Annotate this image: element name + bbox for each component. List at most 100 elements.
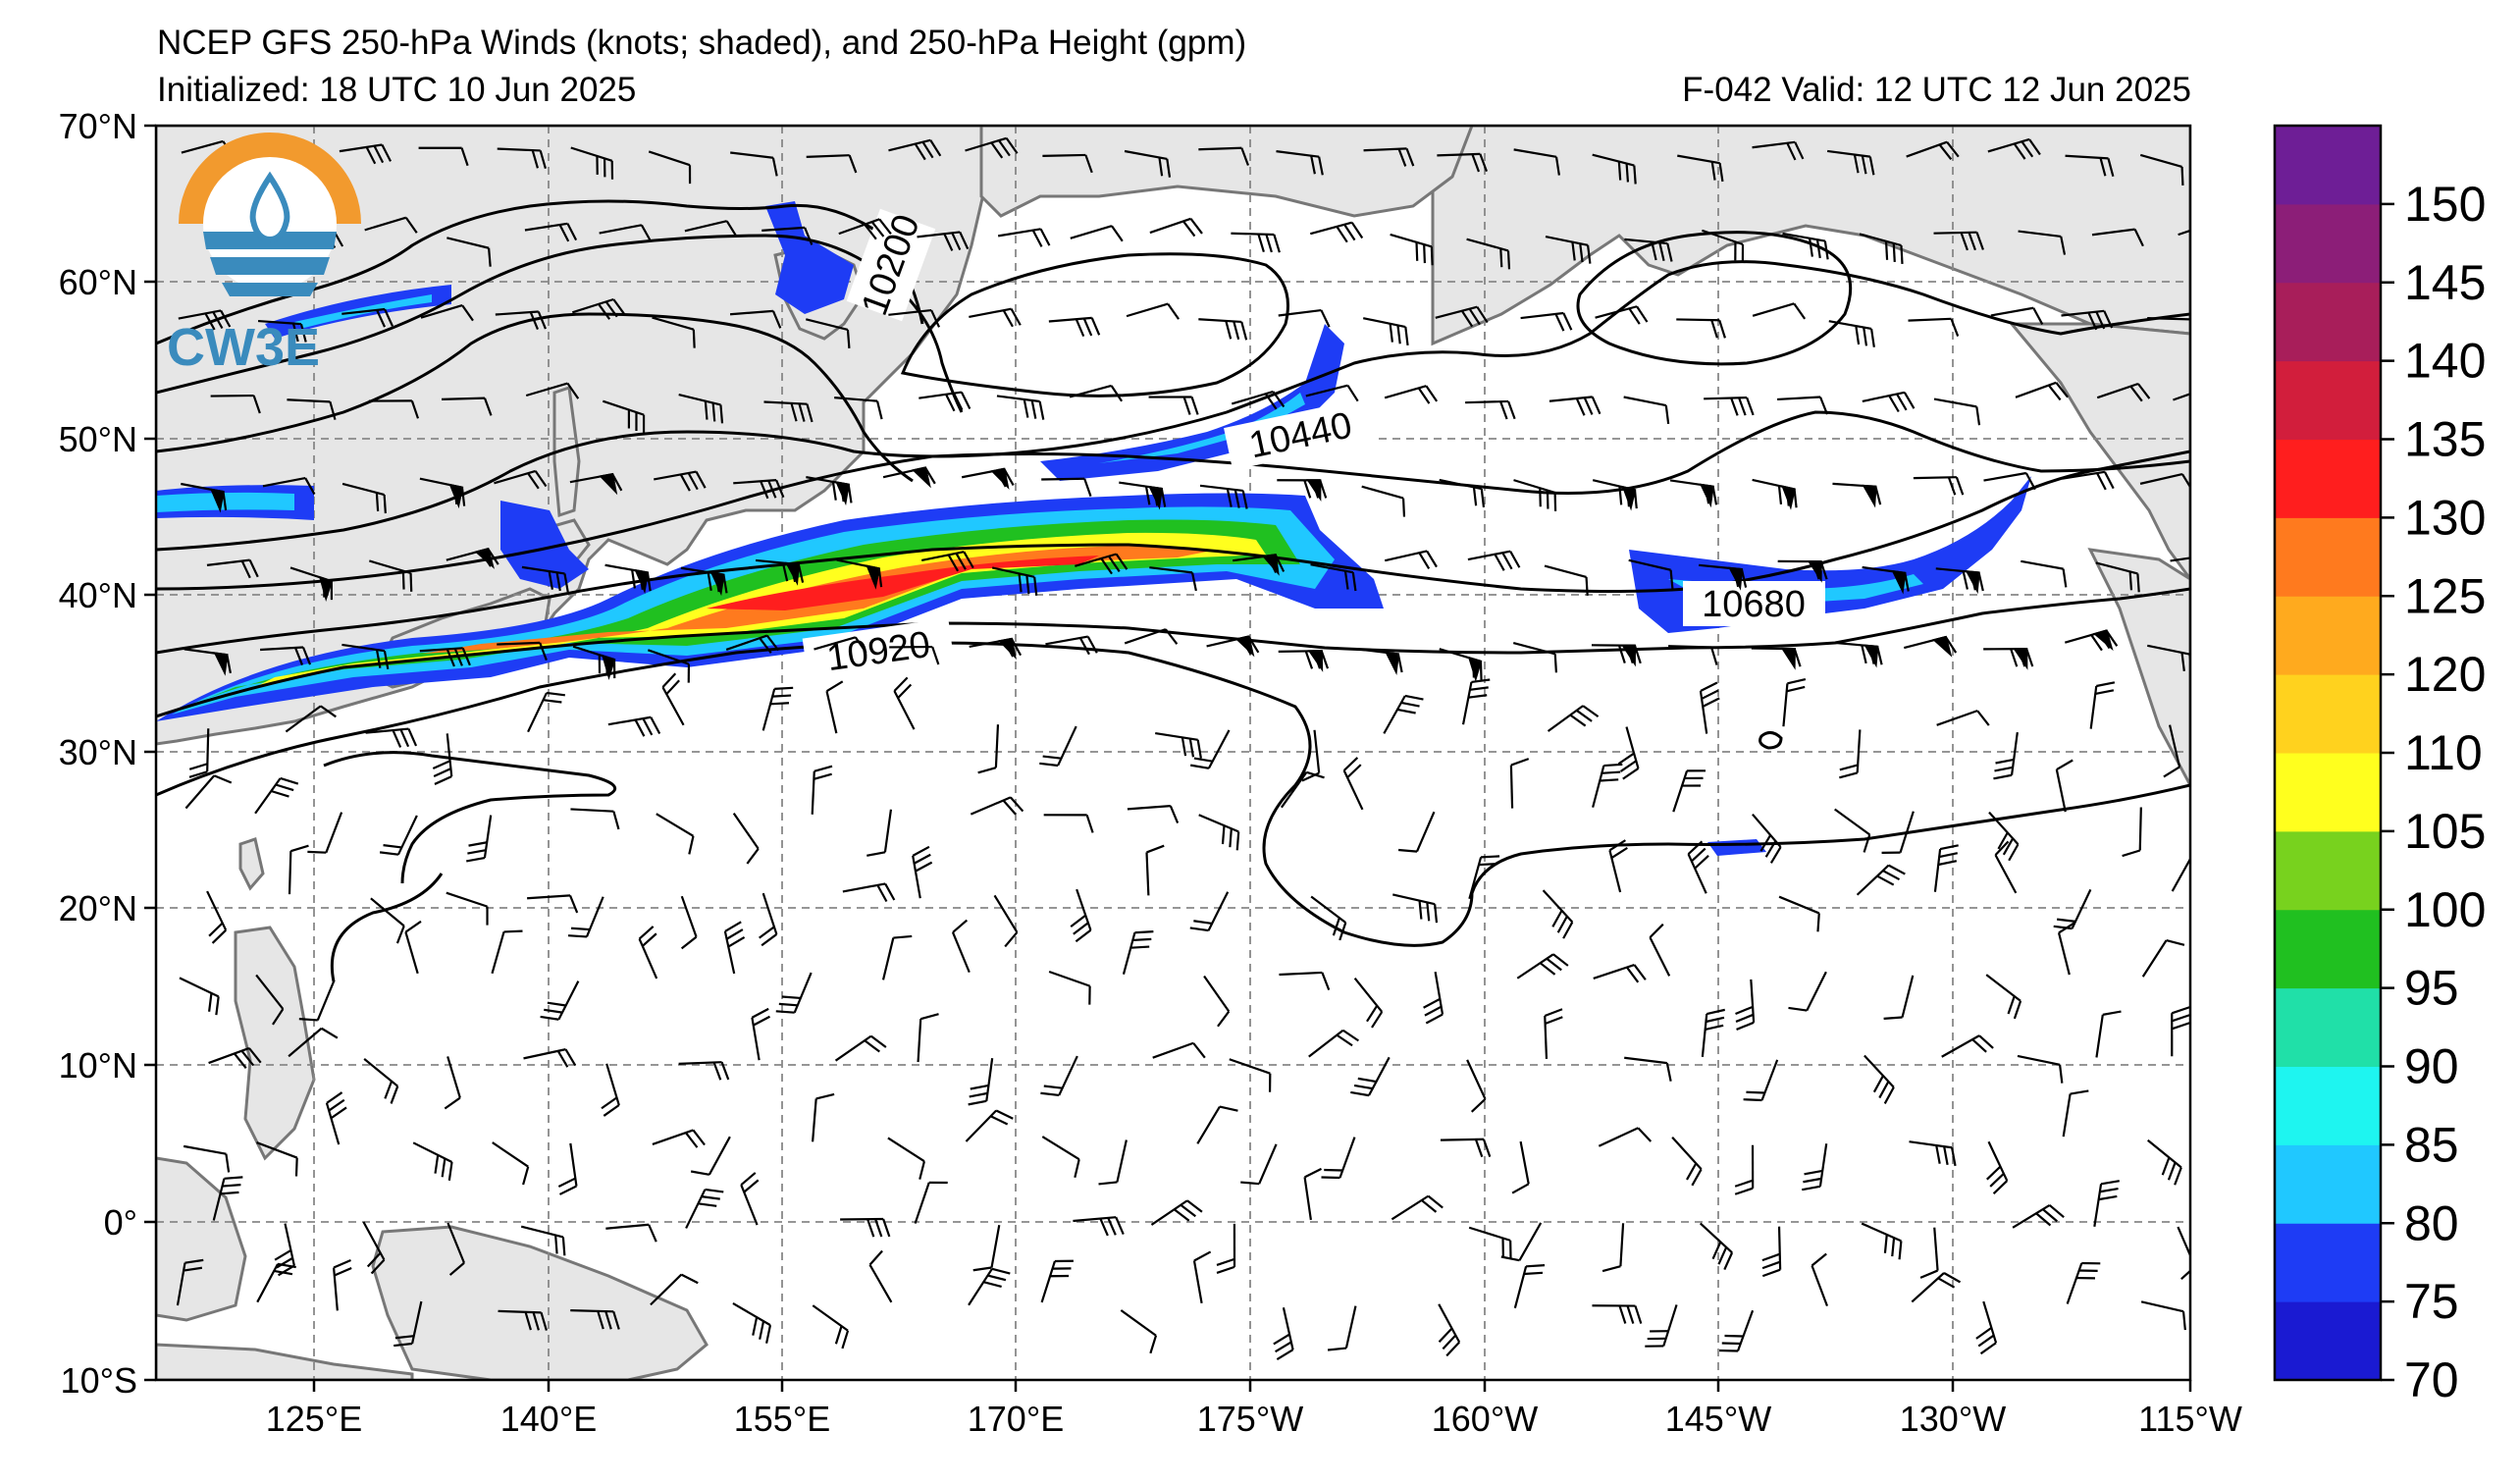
wind-barb <box>1198 814 1240 851</box>
wind-barb <box>570 1309 620 1330</box>
wind-barb <box>1392 893 1439 924</box>
wind-barb <box>2140 1300 2186 1331</box>
wind-barb <box>1834 808 1871 853</box>
wind-barb <box>751 1007 770 1061</box>
colorbar-segment <box>2275 126 2381 205</box>
wind-barb <box>970 796 1024 816</box>
wind-barb <box>1520 311 1573 332</box>
wind-barb <box>259 646 312 665</box>
wind-barb <box>1752 813 1782 864</box>
wind-barb <box>761 686 794 731</box>
contour-label-10680: 10680 <box>1702 584 1806 625</box>
wind-barb <box>1308 1029 1359 1058</box>
wind-barb <box>1628 558 1674 589</box>
wind-barb <box>811 765 833 815</box>
wind-barb <box>1231 232 1281 253</box>
wind-barb <box>2147 317 2190 323</box>
wind-barb <box>1718 1309 1755 1352</box>
wind-barb <box>379 815 418 856</box>
wind-barb <box>1676 318 1726 339</box>
wind-barb <box>866 809 893 857</box>
wind-barb <box>567 896 604 938</box>
wind-barb <box>274 1223 295 1277</box>
colorbar-label: 140 <box>2404 334 2486 389</box>
wind-barb <box>1384 550 1438 569</box>
wind-barb <box>1150 1199 1203 1226</box>
wind-barb <box>1327 1305 1357 1351</box>
wind-barb <box>1883 975 1915 1021</box>
wind-barb <box>188 728 210 778</box>
wind-barb <box>732 812 760 865</box>
lat-label-70n: 70°N <box>59 106 137 146</box>
wind-barb <box>1233 554 1286 576</box>
wind-barb <box>602 399 646 434</box>
map-title: NCEP GFS 250-hPa Winds (knots; shaded), … <box>157 24 1247 62</box>
wind-barb <box>1280 770 1325 809</box>
wind-barb <box>1231 390 1286 410</box>
wind-barb <box>1547 705 1600 732</box>
lon-label-175w: 175°W <box>1197 1399 1303 1439</box>
wind-barb <box>520 1225 566 1256</box>
wind-barb <box>1305 384 1359 402</box>
colorbar-label: 125 <box>2404 568 2486 623</box>
wind-barb <box>2178 229 2190 237</box>
wind-barb <box>1592 763 1623 808</box>
wind-barb <box>1933 844 1959 892</box>
wind-barb <box>287 398 337 420</box>
wind-barb <box>1041 477 1092 497</box>
wind-barb <box>1856 864 1906 896</box>
wind-barb <box>341 643 390 670</box>
wind-barb <box>1624 238 1673 262</box>
wind-barb <box>332 1259 352 1311</box>
wind-barb <box>2122 807 2142 858</box>
wind-barb <box>1701 1008 1725 1057</box>
wind-barb <box>2057 922 2075 976</box>
wind-barb <box>1782 677 1807 727</box>
wind-barb <box>2062 470 2115 491</box>
wind-barb <box>755 558 805 586</box>
wind-barb <box>969 637 1023 661</box>
wind-barb <box>1189 891 1230 932</box>
wind-barb <box>1440 1138 1492 1158</box>
land-new-guinea <box>371 1225 709 1380</box>
wind-barb <box>1668 645 1718 665</box>
wind-barb <box>2163 724 2181 778</box>
wind-barb <box>2170 556 2190 562</box>
wind-barb <box>1677 154 1724 183</box>
wind-barb <box>1811 1252 1828 1307</box>
wind-barb <box>1671 1136 1703 1187</box>
colorbar-label: 80 <box>2404 1195 2459 1250</box>
wind-barb <box>1048 970 1091 1005</box>
colorbar-label: 100 <box>2404 882 2486 937</box>
wind-barb <box>648 150 692 185</box>
wind-barb <box>2021 559 2068 588</box>
colorbar-segment <box>2275 674 2381 754</box>
lon-label-170e: 170°E <box>968 1399 1064 1439</box>
wind-barb <box>759 892 778 947</box>
wind-barb <box>1985 974 2022 1020</box>
wind-barb <box>1216 1223 1236 1274</box>
wind-barb <box>1127 805 1180 824</box>
land-taiwan <box>238 837 265 891</box>
wind-barb <box>1672 769 1706 813</box>
wind-barb <box>842 882 896 903</box>
wind-barb <box>176 1258 204 1306</box>
wind-barb <box>1549 396 1601 416</box>
wind-barb <box>919 391 971 412</box>
wind-barb <box>912 845 933 899</box>
wind-barb <box>1043 814 1094 833</box>
wind-barb <box>2095 561 2140 593</box>
wind-barb <box>1124 149 1172 178</box>
wind-barb <box>1592 153 1637 185</box>
wind-barb <box>968 1058 994 1106</box>
wind-barb <box>540 980 580 1021</box>
wind-barb <box>1699 1222 1734 1271</box>
wind-barb <box>806 154 858 174</box>
wind-barb <box>1045 635 1098 656</box>
wind-barb <box>680 566 728 597</box>
wind-barb <box>961 467 1015 490</box>
wind-barb <box>1986 1140 2009 1194</box>
wind-barb <box>339 143 393 165</box>
wind-barb <box>362 1221 386 1275</box>
wind-barb <box>497 147 547 169</box>
